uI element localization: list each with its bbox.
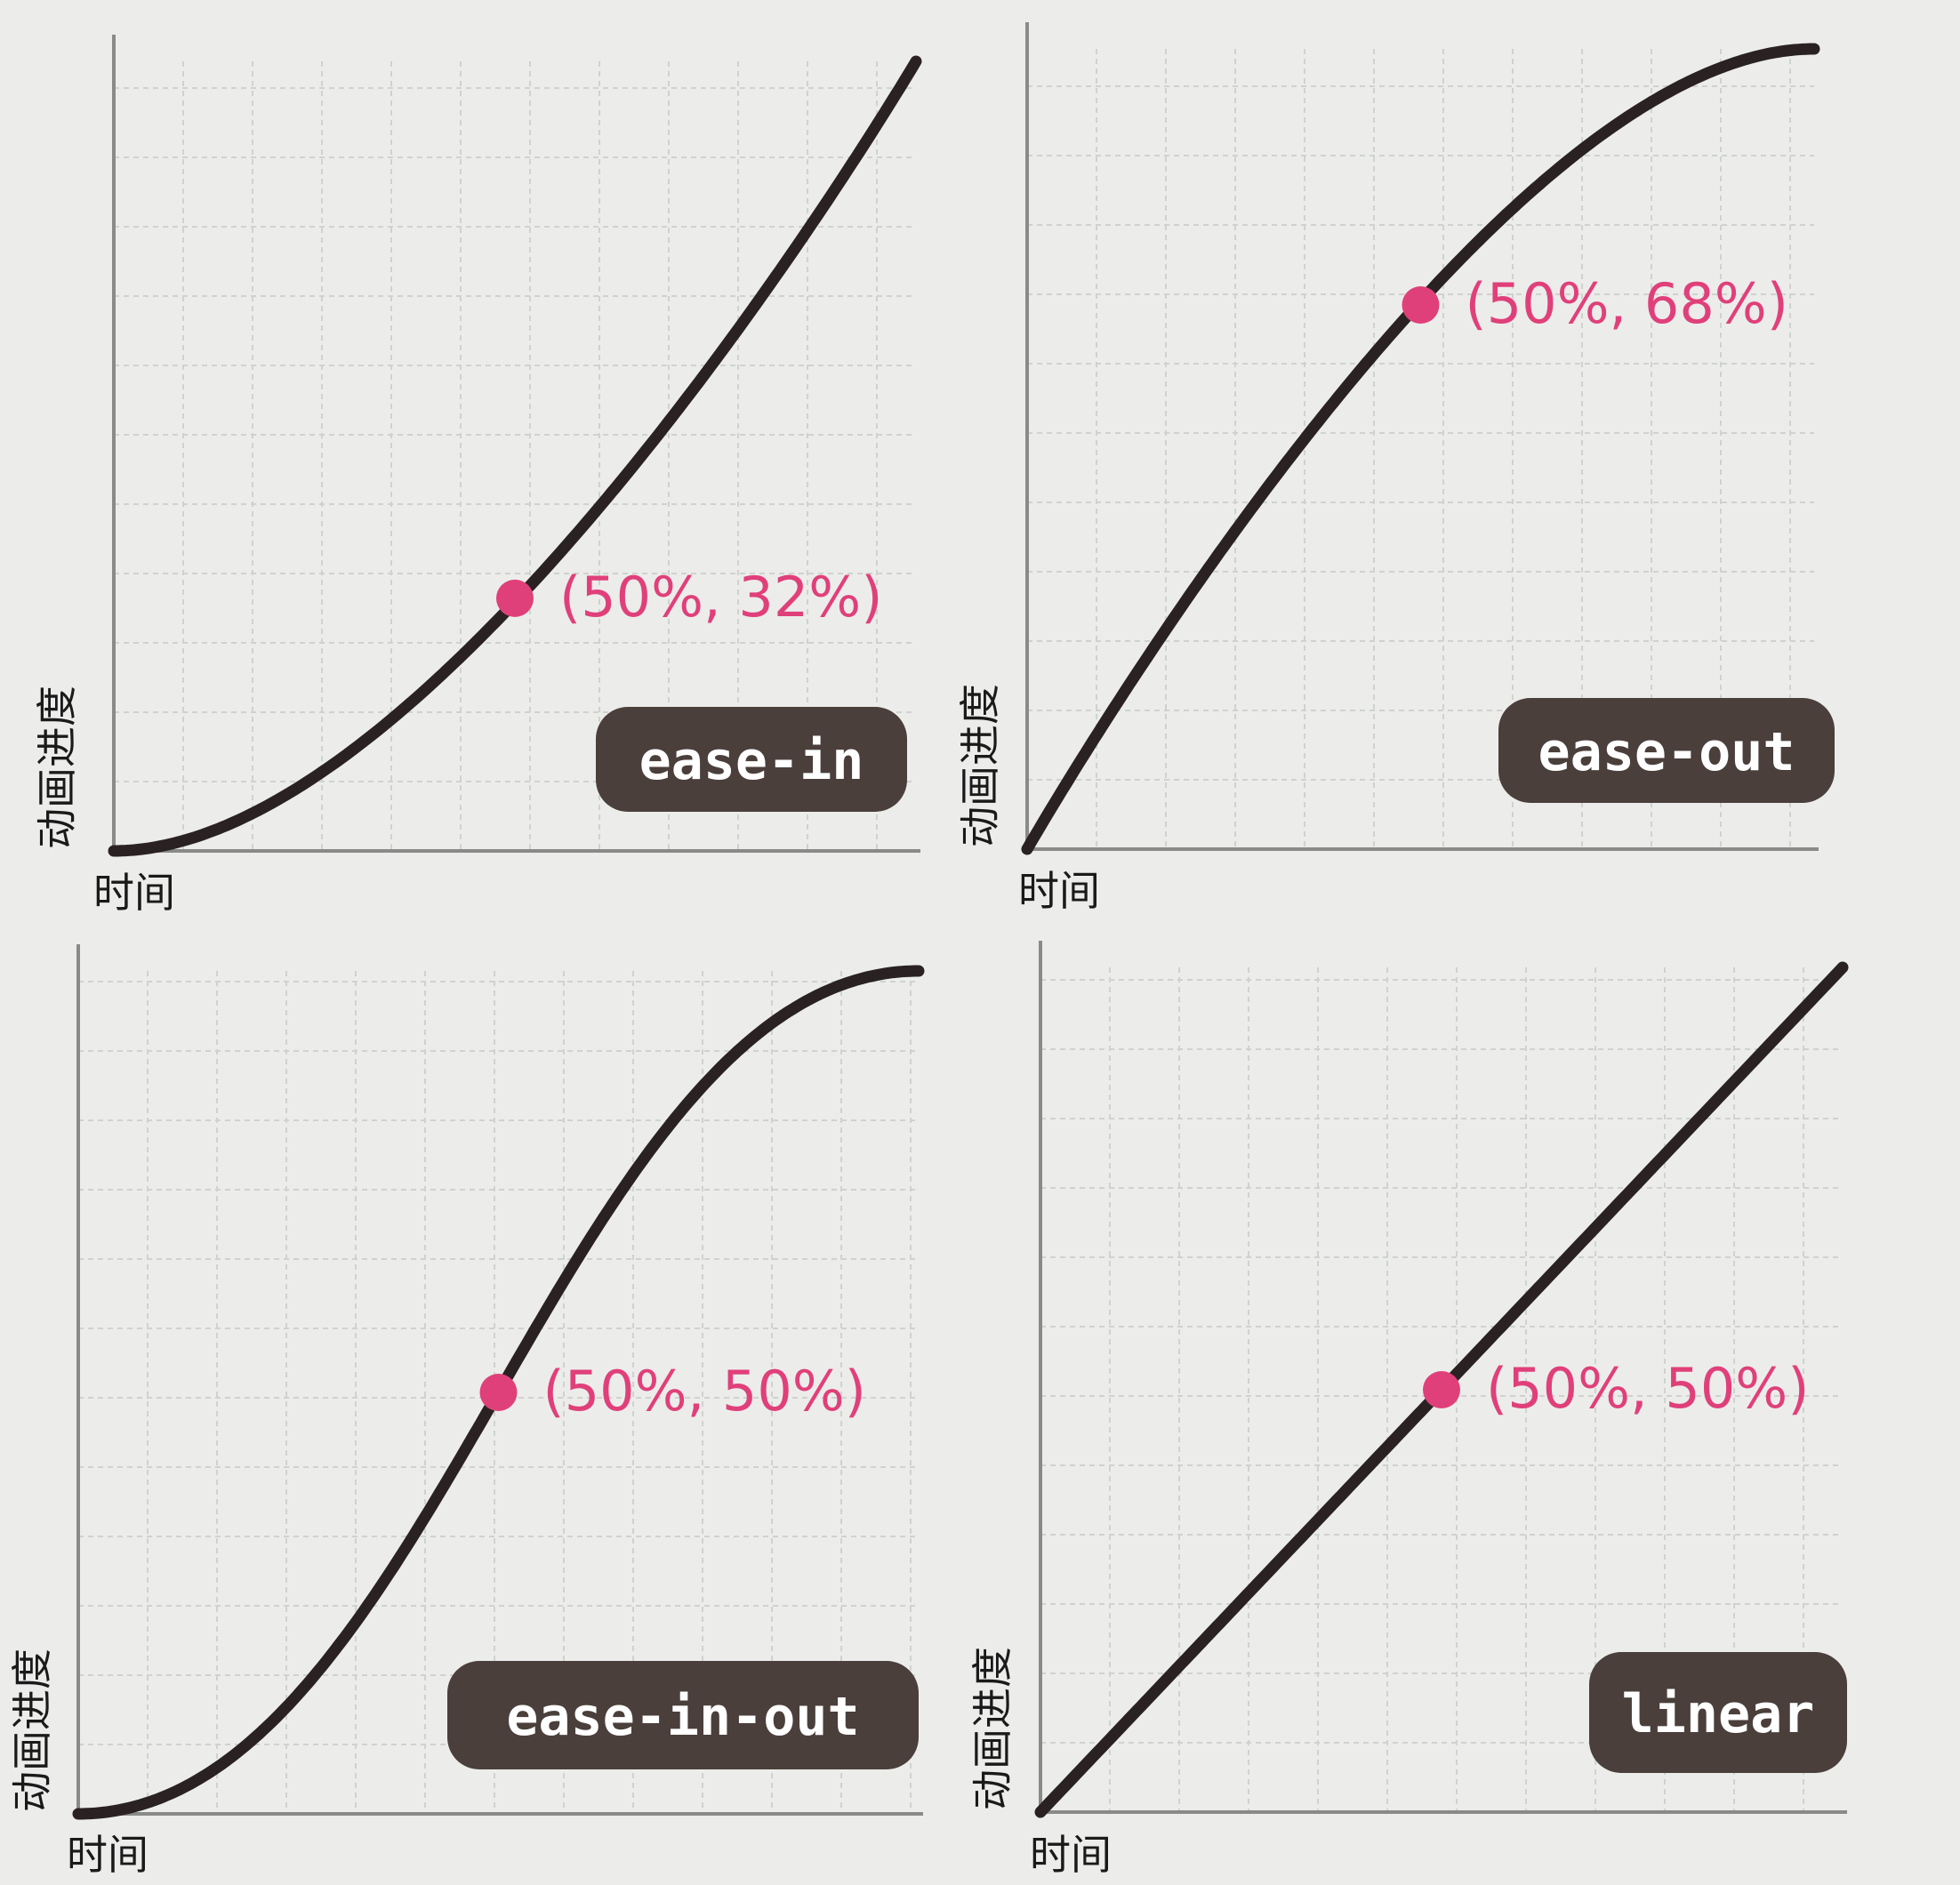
timing-function-badge: [447, 1661, 919, 1769]
y-axis-label: 动画进度: [8, 1648, 56, 1812]
midpoint-marker: [1423, 1371, 1460, 1408]
y-axis-label: 动画进度: [33, 686, 81, 849]
timing-function-badge: [1589, 1652, 1847, 1773]
panel-linear: (50%, 50%) linear 动画进度 时间: [968, 941, 1849, 1879]
timing-function-badge: [596, 707, 907, 812]
panel-ease-in-out: (50%, 50%) ease-in-out 动画进度 时间: [8, 944, 925, 1879]
x-axis-label: 时间: [1018, 867, 1100, 915]
midpoint-label: (50%, 50%): [543, 1359, 866, 1424]
x-axis-label: 时间: [93, 869, 175, 917]
timing-function-name: linear: [1622, 1683, 1815, 1745]
timing-function-name: ease-in-out: [506, 1686, 859, 1748]
midpoint-label: (50%, 50%): [1486, 1356, 1809, 1421]
panel-ease-out: (50%, 68%) ease-out 动画进度 时间: [956, 22, 1835, 915]
grid: [78, 971, 919, 1814]
timing-function-badge: [1498, 698, 1835, 803]
y-axis-label: 动画进度: [956, 684, 1004, 847]
y-axis-label: 动画进度: [968, 1647, 1016, 1810]
midpoint-marker: [479, 1374, 518, 1411]
timing-function-name: ease-in: [639, 730, 864, 792]
midpoint-label: (50%, 68%): [1466, 271, 1788, 336]
x-axis-label: 时间: [1030, 1831, 1112, 1879]
panel-ease-in: (50%, 32%) ease-in 动画进度 时间: [33, 35, 922, 917]
midpoint-marker: [496, 579, 534, 617]
midpoint-label: (50%, 32%): [559, 565, 882, 630]
x-axis-label: 时间: [67, 1831, 149, 1879]
midpoint-marker: [1402, 286, 1440, 324]
timing-function-name: ease-out: [1538, 721, 1795, 783]
